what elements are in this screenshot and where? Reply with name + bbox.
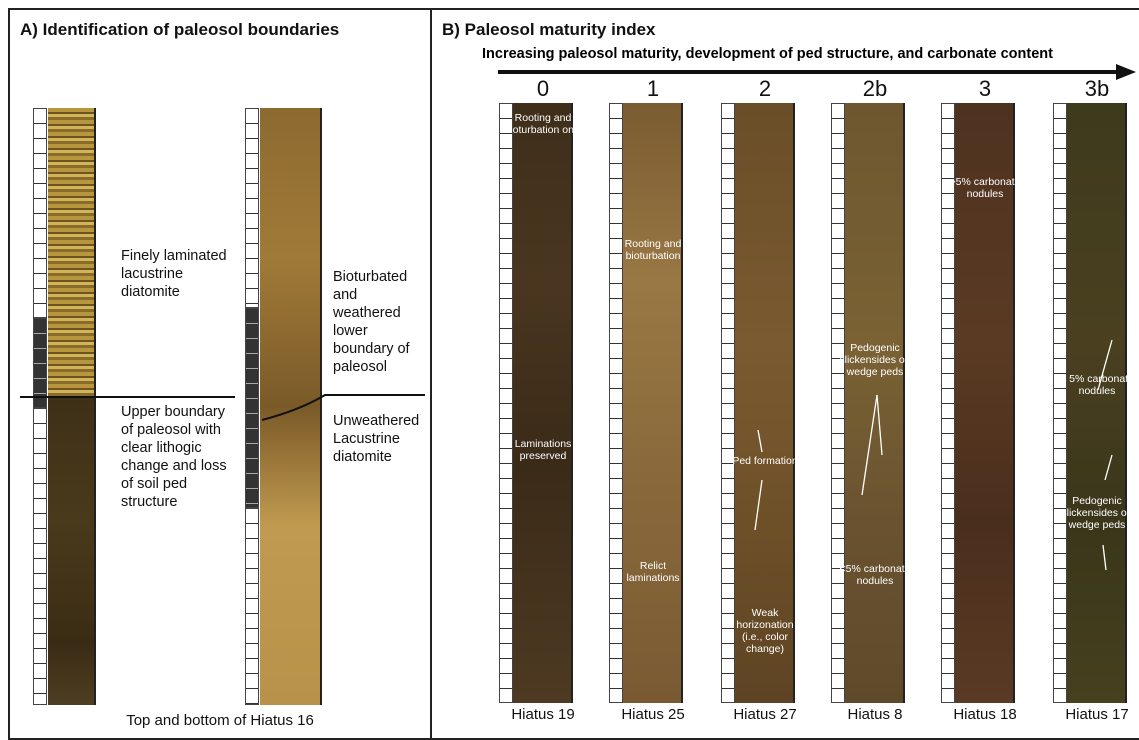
pointer-arrow bbox=[1098, 340, 1112, 390]
pointer-arrow bbox=[758, 430, 762, 452]
boundary-line bbox=[262, 395, 425, 420]
arrow-head bbox=[1116, 64, 1136, 80]
pointer-arrow bbox=[877, 395, 882, 455]
figure: A) Identification of paleosol boundaries… bbox=[0, 0, 1139, 740]
pointer-arrow bbox=[1105, 455, 1112, 480]
overlay bbox=[0, 0, 1139, 740]
pointer-arrow bbox=[862, 395, 877, 495]
pointer-arrow bbox=[1103, 545, 1106, 570]
pointer-arrow bbox=[755, 480, 762, 530]
